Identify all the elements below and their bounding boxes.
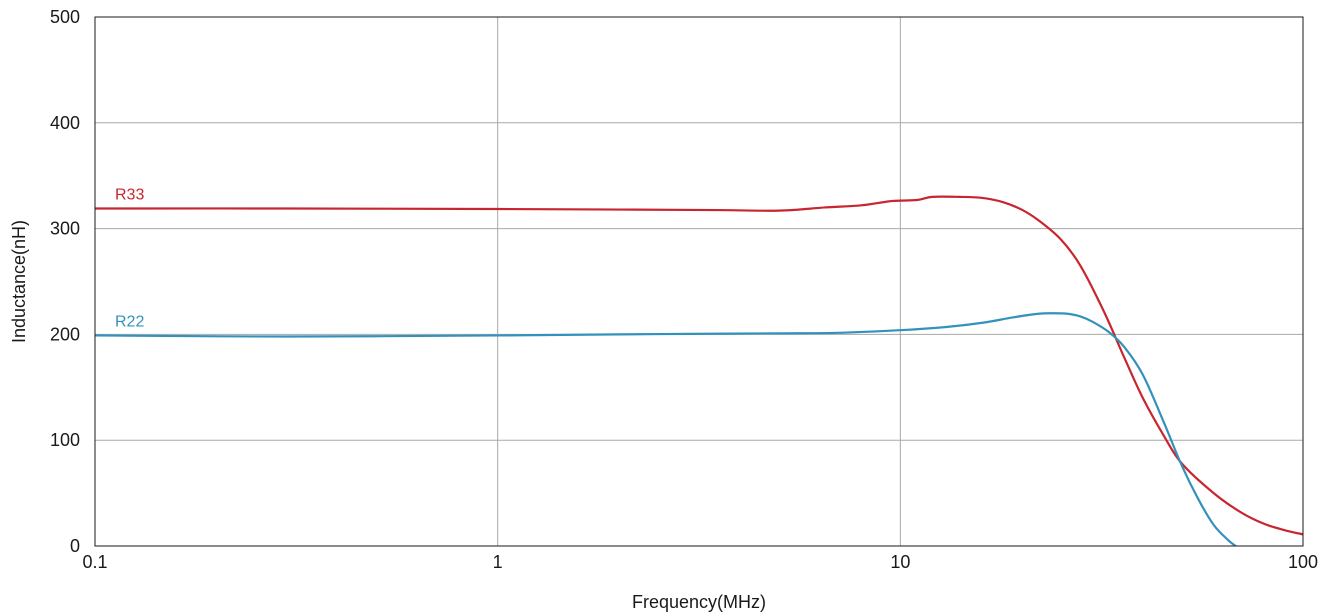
plot-area-frame	[94, 16, 1304, 547]
x-tick-label: 0.1	[82, 552, 107, 572]
y-tick-label: 100	[50, 430, 80, 450]
grid	[95, 17, 1303, 546]
x-tick-label: 10	[890, 552, 910, 572]
y-tick-label: 200	[50, 324, 80, 344]
tick-labels: 0.1 1 10 100 0 100 200 300 400 500	[50, 7, 1318, 572]
series-line-r22	[95, 312, 1237, 546]
x-tick-label: 1	[493, 552, 503, 572]
x-axis-title: Frequency(MHz)	[632, 592, 766, 612]
series-label-r33: R33	[115, 186, 144, 203]
series-labels: R33 R22	[115, 186, 144, 330]
y-tick-label: 0	[70, 536, 80, 556]
y-tick-label: 500	[50, 7, 80, 27]
series-line-r33	[95, 195, 1303, 536]
series-lines	[95, 195, 1303, 546]
series-label-r22: R22	[115, 313, 144, 330]
y-tick-label: 400	[50, 113, 80, 133]
y-axis-title: Inductance(nH)	[9, 220, 29, 343]
x-tick-label: 100	[1288, 552, 1318, 572]
y-tick-label: 300	[50, 219, 80, 239]
